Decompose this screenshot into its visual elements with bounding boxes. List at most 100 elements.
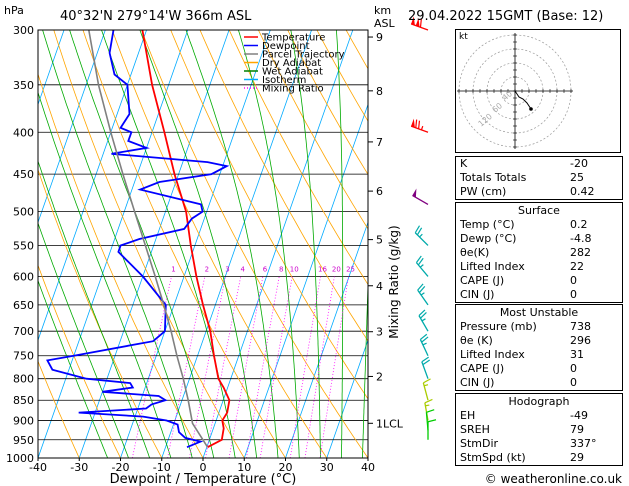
dry-adiabat-line bbox=[111, 30, 328, 458]
isotherm-line bbox=[326, 338, 368, 458]
wet-adiabat-line bbox=[101, 30, 236, 458]
storm-motion-dot bbox=[529, 107, 533, 111]
wind-barbs bbox=[410, 16, 437, 440]
metric-value: -49 bbox=[570, 409, 588, 422]
metric-row: CIN (J) 0 bbox=[456, 288, 622, 302]
metric-value: 0 bbox=[570, 288, 577, 301]
mixing-ratio-line bbox=[131, 276, 172, 458]
metric-row: Dewp (°C) -4.8 bbox=[456, 232, 622, 246]
metric-row: CAPE (J) 0 bbox=[456, 274, 622, 288]
legend-label: Dewpoint bbox=[262, 41, 310, 52]
x-tick-label: 30 bbox=[320, 461, 334, 474]
km-tick-label: 9 bbox=[376, 31, 383, 44]
unstable-rows: Pressure (mb) 738 θe (K) 296 Lifted Index 31 C… bbox=[456, 320, 622, 390]
km-tick-label: 6 bbox=[376, 185, 383, 198]
metric-label: θe (K) bbox=[460, 334, 493, 347]
metric-value: 0.2 bbox=[570, 218, 588, 231]
wind-barb bbox=[427, 419, 437, 440]
mixing-ratio-label: 4 bbox=[240, 265, 245, 273]
mixing-ratio-axis-title: Mixing Ratio (g/kg) bbox=[387, 225, 401, 338]
mixing-ratio-label: 6 bbox=[263, 265, 268, 273]
metric-label: K bbox=[460, 157, 468, 170]
surface-title: Surface bbox=[518, 204, 560, 217]
metric-value: -20 bbox=[570, 157, 588, 170]
mixing-ratio-line bbox=[246, 276, 280, 458]
pressure-tick-label: 850 bbox=[13, 394, 34, 407]
pressure-tick-label: 300 bbox=[13, 24, 34, 37]
mixing-ratio-line bbox=[167, 276, 206, 458]
unstable-panel: Most Unstable Pressure (mb) 738 θe (K) 296 L… bbox=[455, 304, 623, 391]
metric-row: K -20 bbox=[456, 157, 622, 171]
dry-adiabat-line bbox=[38, 264, 121, 458]
wind-barb bbox=[415, 255, 429, 277]
mixing-ratio-label: 25 bbox=[346, 265, 355, 273]
metric-value: 337° bbox=[570, 437, 597, 450]
pressure-tick-label: 700 bbox=[13, 325, 34, 338]
hodograph-unit: kt bbox=[459, 32, 468, 42]
mixing-ratio-label: 2 bbox=[205, 265, 209, 273]
isotherm-line bbox=[285, 221, 368, 458]
metric-row: StmDir 337° bbox=[456, 437, 622, 451]
metric-value: 0 bbox=[570, 362, 577, 375]
x-tick-label: 40 bbox=[361, 461, 375, 474]
wind-barb bbox=[421, 356, 431, 379]
metric-value: 0 bbox=[570, 376, 577, 389]
metric-row: SREH 79 bbox=[456, 423, 622, 437]
mixing-ratio-line bbox=[289, 276, 321, 458]
wind-barb bbox=[410, 118, 429, 133]
wet-adiabat-line bbox=[185, 30, 279, 458]
metric-label: StmSpd (kt) bbox=[460, 451, 526, 464]
pressure-tick-label: 550 bbox=[13, 239, 34, 252]
dry-adiabat-line bbox=[82, 30, 286, 458]
pressure-tick-label: 800 bbox=[13, 373, 34, 386]
hodo-table-title: Hodograph bbox=[508, 395, 570, 408]
mixing-ratio-line bbox=[259, 276, 293, 458]
surface-rows: Temp (°C) 0.2 Dewp (°C) -4.8 θe(K) 282 Lifted … bbox=[456, 218, 622, 302]
indices-rows: K -20 Totals Totals 25 PW (cm) 0.42 bbox=[456, 157, 622, 199]
metric-label: Pressure (mb) bbox=[460, 320, 537, 333]
x-tick-label: -10 bbox=[153, 461, 171, 474]
metric-label: CIN (J) bbox=[460, 376, 495, 389]
pressure-tick-label: 750 bbox=[13, 350, 34, 363]
mixing-ratio-line bbox=[228, 276, 264, 458]
pressure-tick-label: 450 bbox=[13, 168, 34, 181]
metric-label: EH bbox=[460, 409, 476, 422]
wind-barb bbox=[412, 188, 429, 205]
wet-adiabat-line bbox=[38, 279, 109, 458]
metric-label: Totals Totals bbox=[460, 171, 527, 184]
wet-adiabat-line bbox=[38, 222, 129, 458]
metric-label: Lifted Index bbox=[460, 260, 525, 273]
metric-row: StmSpd (kt) 29 bbox=[456, 451, 622, 465]
metric-value: 25 bbox=[570, 171, 584, 184]
dry-adiabat-line bbox=[170, 30, 368, 400]
x-tick-label: 10 bbox=[237, 461, 251, 474]
legend-label: Mixing Ratio bbox=[262, 84, 324, 95]
metric-value: 738 bbox=[570, 320, 591, 333]
dry-adiabat-line bbox=[38, 360, 80, 458]
mixing-ratio-label: 16 bbox=[318, 265, 327, 273]
hodo-table-rows: EH -49 SREH 79 StmDir 337° StmSpd (kt) 29 bbox=[456, 409, 622, 465]
x-tick-label: -30 bbox=[70, 461, 88, 474]
wind-barb bbox=[410, 16, 429, 31]
metric-label: CAPE (J) bbox=[460, 362, 505, 375]
isotherm-line bbox=[38, 30, 65, 106]
isotherm-line bbox=[202, 30, 354, 458]
profile-lines bbox=[46, 30, 231, 449]
metric-label: StmDir bbox=[460, 437, 499, 450]
km-tick-label: 1LCL bbox=[376, 417, 404, 430]
mixing-ratio-label: 10 bbox=[290, 265, 299, 273]
metric-value: 282 bbox=[570, 246, 591, 259]
metric-row: PW (cm) 0.42 bbox=[456, 185, 622, 199]
isotherm-line bbox=[120, 30, 271, 458]
wet-adiabat-line bbox=[38, 159, 151, 458]
km-unit-label: km bbox=[374, 4, 391, 17]
legend-label: Temperature bbox=[261, 33, 325, 44]
metric-row: Temp (°C) 0.2 bbox=[456, 218, 622, 232]
km-tick-label: 4 bbox=[376, 280, 383, 293]
wet-adiabat-line bbox=[290, 30, 321, 458]
unstable-title: Most Unstable bbox=[499, 306, 579, 319]
dry-adiabat-line bbox=[257, 30, 368, 230]
dry-adiabat-line bbox=[141, 30, 368, 458]
metric-value: 22 bbox=[570, 260, 584, 273]
wind-barb bbox=[414, 225, 429, 246]
